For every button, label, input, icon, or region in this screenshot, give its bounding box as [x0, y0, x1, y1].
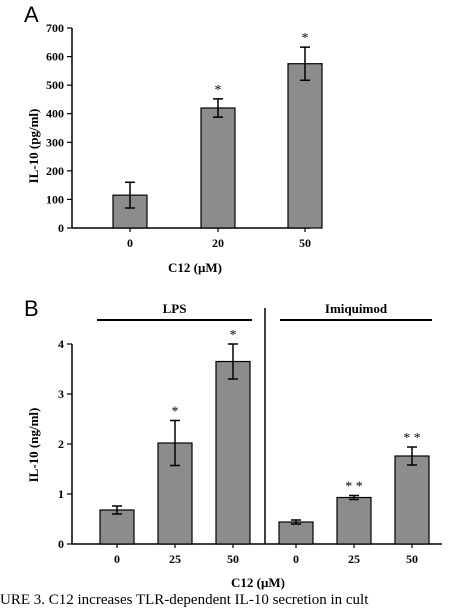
panel-b-y-tick-label: 4 — [58, 337, 64, 351]
panel-b-x-axis-title: C12 (μM) — [231, 575, 285, 590]
panel-b-bar — [336, 496, 372, 545]
panel-b-group-label: Imiquimod — [325, 301, 388, 316]
panel-b-x-tick-label: 25 — [348, 552, 360, 566]
panel-a-x-tick-label: 20 — [212, 236, 224, 250]
panel-a-x-tick-label: 0 — [127, 236, 133, 250]
panel-a-y-tick-label: 400 — [46, 107, 64, 121]
panel-b-x-tick-label: 0 — [293, 552, 299, 566]
panel-b-x-tick-label: 0 — [114, 552, 120, 566]
panel-b-group-label: LPS — [163, 301, 187, 316]
figure-caption: URE 3. C12 increases TLR-dependent IL-10… — [0, 592, 369, 608]
panel-a-y-axis-title: IL-10 (pg/ml) — [26, 109, 41, 184]
panel-a-bar — [200, 107, 236, 229]
panel-b-y-tick-label: 0 — [58, 537, 64, 551]
panel-b-significance-marker: * — [230, 328, 237, 343]
panel-a-significance-marker: * — [215, 83, 222, 98]
panel-a-y-tick-label: 200 — [46, 164, 64, 178]
panel-a-y-tick-label: 500 — [46, 78, 64, 92]
panel-a-plot: 0 100 200 300 400 500 600 700 0 * 20 * 50 — [46, 21, 323, 250]
panel-a-y-tick-label: 100 — [46, 192, 64, 206]
panel-b-bar — [394, 455, 430, 545]
panel-b-y-axis-title: IL-10 (ng/ml) — [26, 408, 41, 483]
panel-b-significance-marker: * — [172, 405, 179, 420]
panel-b-x-tick-label: 50 — [227, 552, 239, 566]
panel-a-y-tick-label: 300 — [46, 135, 64, 149]
panel-b-significance-marker: * * — [345, 480, 363, 495]
panel-b-plot: 0 1 2 3 4 LPS 0 * 25 * 50 Imiquimod 0 * * 25 * * 50 — [58, 301, 442, 566]
panel-b-bar — [99, 509, 135, 545]
panel-b-significance-marker: * * — [403, 431, 421, 446]
panel-b-y-tick-label: 3 — [58, 387, 64, 401]
panel-b-bar — [278, 521, 314, 545]
panel-b: B IL-10 (ng/ml) C12 (μM) 0 1 2 3 4 LPS 0 * 25 * 50… — [24, 296, 442, 590]
panel-a-letter: A — [24, 2, 39, 27]
panel-a-y-tick-label: 0 — [58, 221, 64, 235]
panel-b-y-tick-label: 1 — [58, 487, 64, 501]
panel-a-x-axis-title: C12 (μM) — [168, 260, 222, 275]
panel-b-x-tick-label: 25 — [169, 552, 181, 566]
panel-a: A IL-10 (pg/ml) C12 (μM) 010020030040050… — [24, 2, 323, 275]
panel-b-letter: B — [24, 296, 39, 321]
panel-b-y-tick-label: 2 — [58, 437, 64, 451]
panel-a-y-tick-label: 700 — [46, 21, 64, 35]
panel-a-x-tick-label: 50 — [299, 236, 311, 250]
panel-a-y-tick-label: 600 — [46, 50, 64, 64]
panel-b-x-tick-label: 50 — [406, 552, 418, 566]
panel-b-bar — [215, 360, 251, 545]
panel-a-significance-marker: * — [302, 31, 309, 46]
panel-a-bar — [287, 63, 323, 229]
